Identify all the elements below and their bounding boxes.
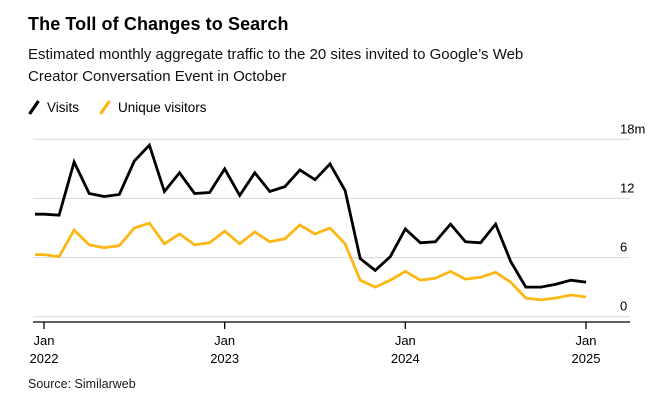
y-axis-label-0: 0 — [620, 299, 627, 314]
x-axis-label-year-2024: 2024 — [391, 351, 420, 366]
y-axis-label-12: 12 — [620, 180, 634, 195]
x-axis-label-year-2025: 2025 — [572, 351, 601, 366]
chart-subtitle: Estimated monthly aggregate traffic to t… — [28, 44, 643, 87]
legend-item-visits: Visits — [28, 100, 79, 115]
chart-header: The Toll of Changes to Search Estimated … — [28, 13, 643, 115]
x-axis-label-month-2024: Jan — [395, 333, 416, 348]
y-axis-label-18: 18m — [620, 121, 645, 136]
x-axis-label-year-2022: 2022 — [30, 351, 59, 366]
x-axis-label-month-2025: Jan — [575, 333, 596, 348]
legend-label-unique-visitors: Unique visitors — [118, 100, 207, 115]
legend-label-visits: Visits — [47, 100, 80, 115]
source-attribution: Source: Similarweb — [28, 377, 136, 391]
subtitle-line-2: Creator Conversation Event in October — [28, 67, 287, 85]
chart-legend: Visits Unique visitors — [28, 100, 643, 115]
visits-line-icon — [28, 100, 40, 115]
subtitle-line-1: Estimated monthly aggregate traffic to t… — [28, 46, 524, 63]
series-line-unique-visitors — [35, 221, 587, 302]
x-axis-label-month-2023: Jan — [214, 333, 235, 348]
y-axis-label-6: 6 — [620, 240, 627, 255]
legend-item-unique-visitors: Unique visitors — [99, 100, 207, 115]
page-title: The Toll of Changes to Search — [28, 14, 289, 34]
x-axis-label-year-2023: 2023 — [210, 351, 239, 366]
x-axis-label-month-2022: Jan — [34, 333, 55, 348]
unique-visitors-line-icon — [99, 100, 111, 115]
series-line-visits — [35, 142, 587, 289]
